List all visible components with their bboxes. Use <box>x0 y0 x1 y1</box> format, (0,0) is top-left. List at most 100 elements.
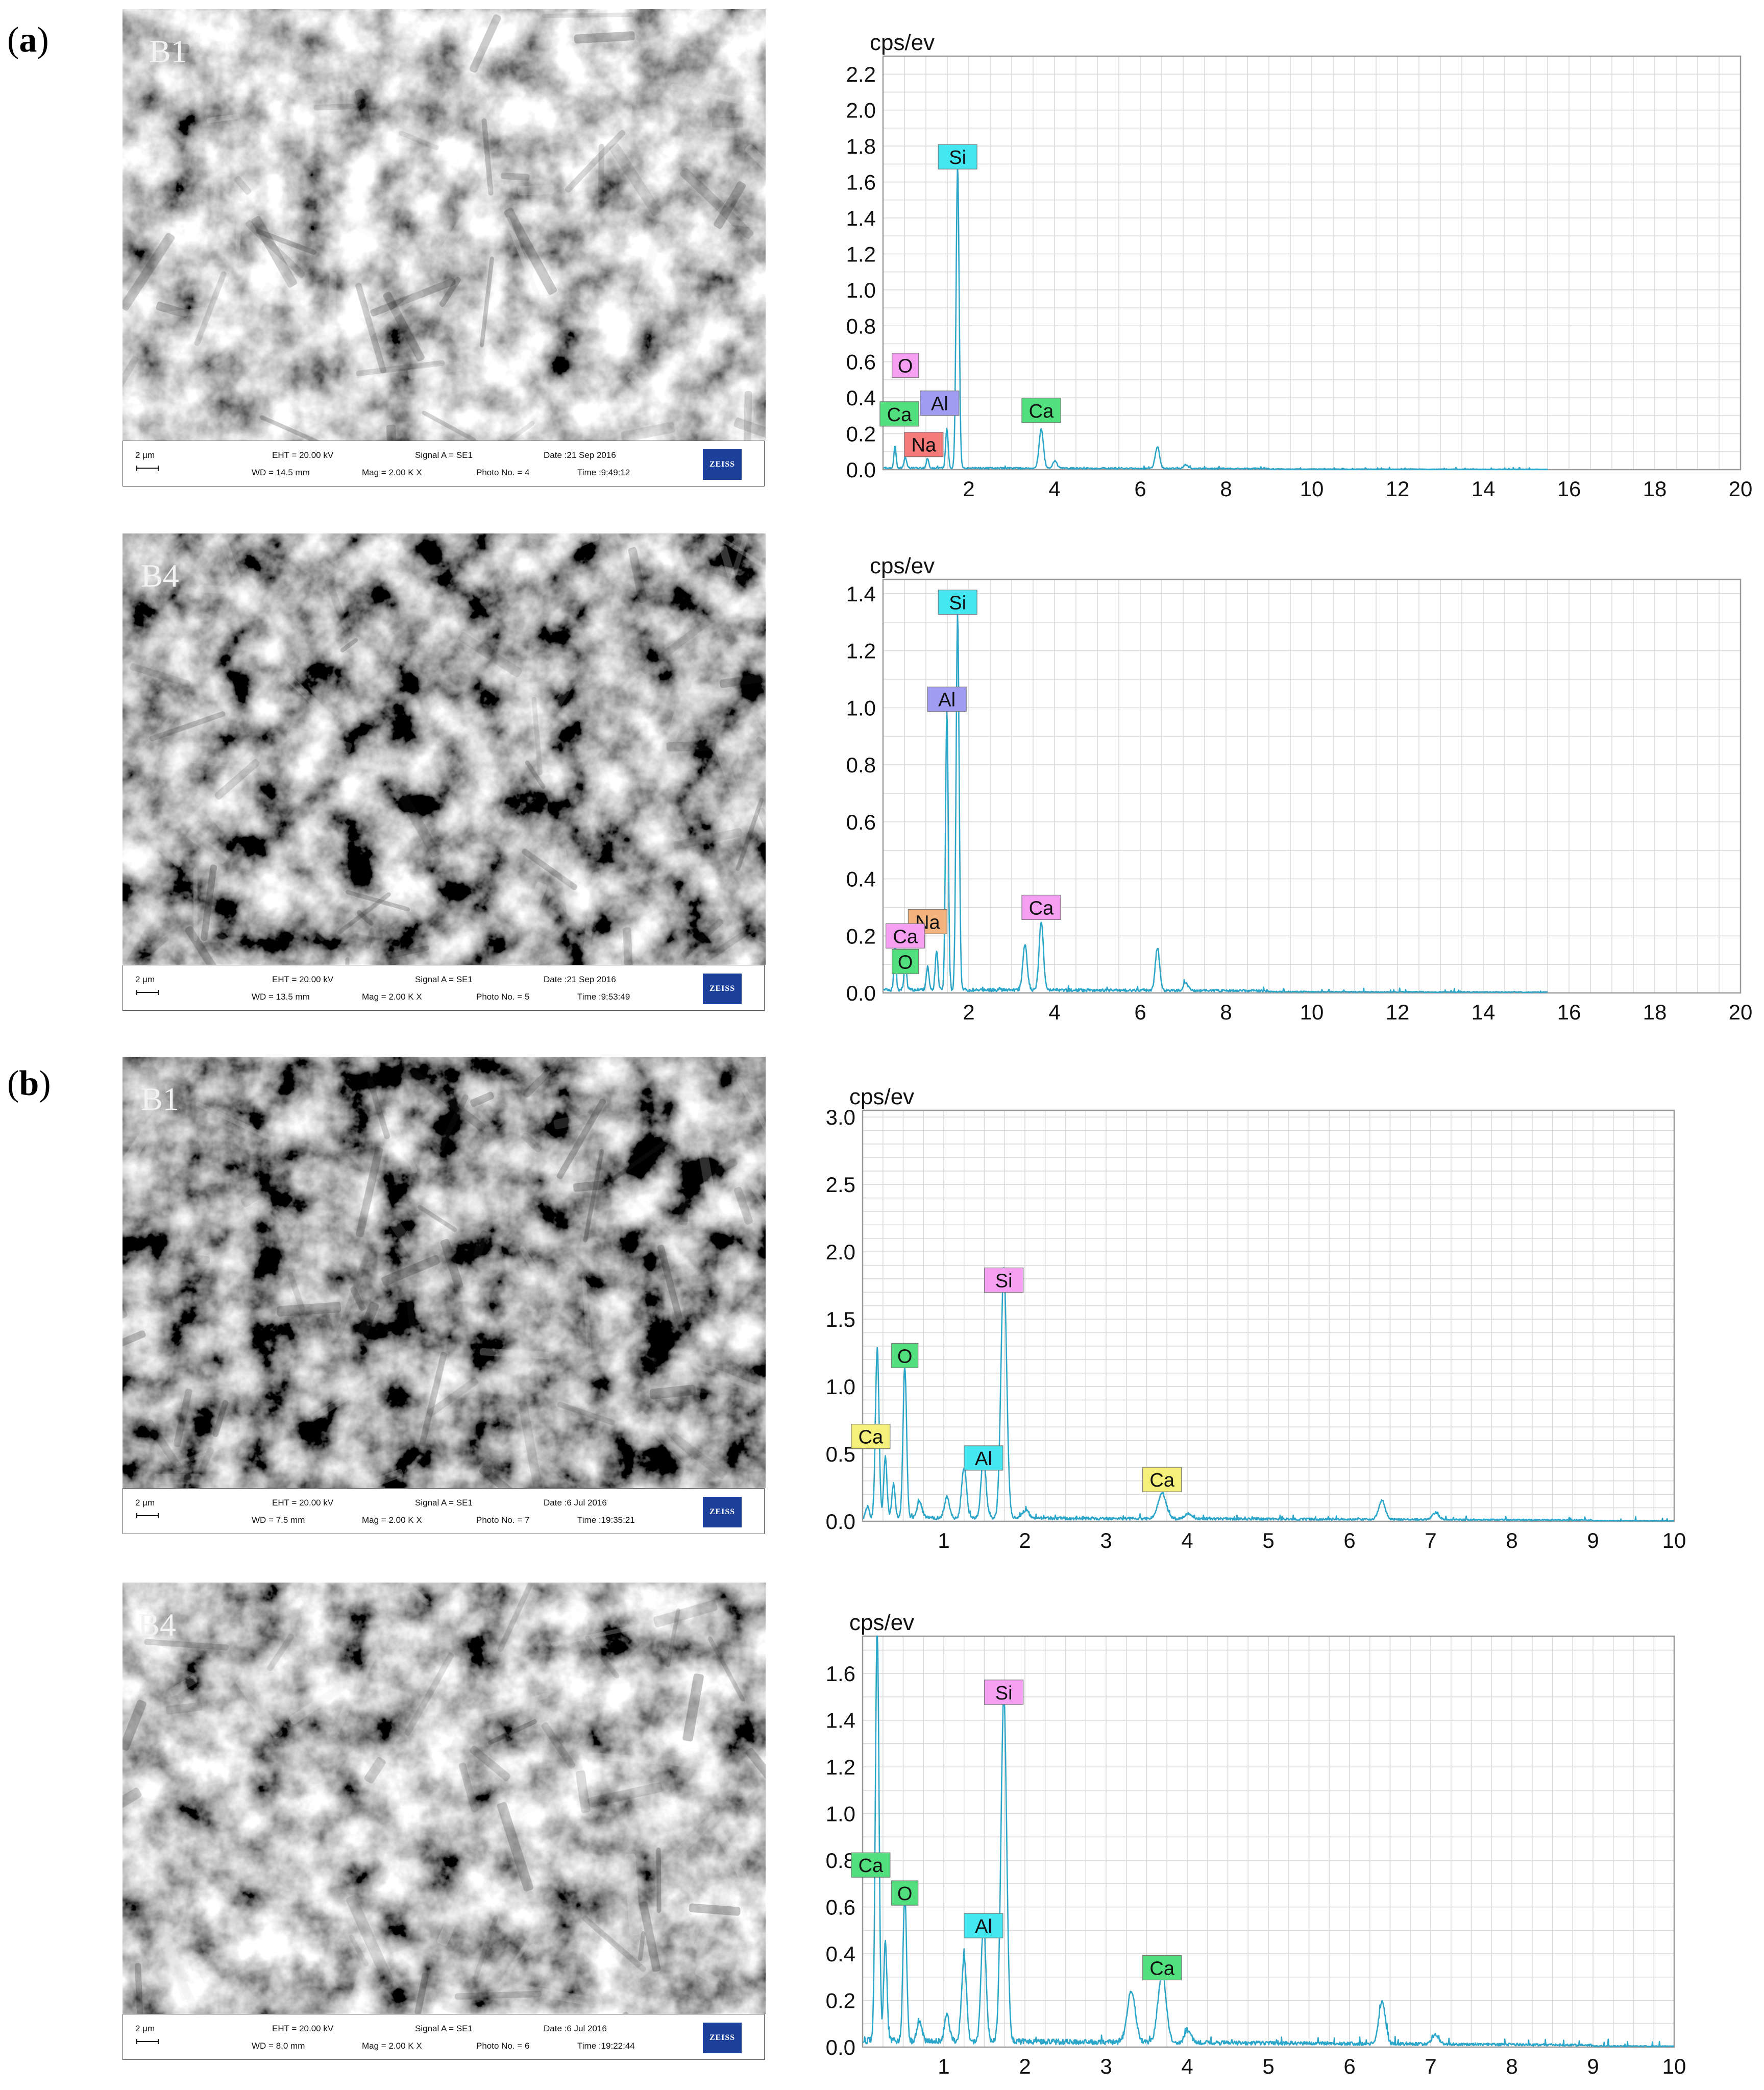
x-tick-label: 20 <box>1729 477 1753 501</box>
peak-label-box <box>1021 398 1061 423</box>
y-tick-label: 1.0 <box>826 1375 855 1399</box>
peak-label-si: Si <box>938 144 977 169</box>
x-tick-label: 16 <box>1557 477 1581 501</box>
x-tick-label: 10 <box>1300 477 1324 501</box>
y-tick-label: 0.6 <box>826 1895 855 1919</box>
time-text: Time :9:49:12 <box>577 468 630 477</box>
peak-label-ca: Ca <box>1142 1955 1182 1981</box>
grid <box>883 579 1741 993</box>
peak-label-box <box>892 949 919 975</box>
peak-label-box <box>984 1267 1024 1293</box>
x-tick-label: 7 <box>1425 2054 1436 2078</box>
eht-text: EHT = 20.00 kV <box>272 2024 334 2033</box>
plot-frame <box>882 578 1742 994</box>
mag-text: Mag = 2.00 K X <box>362 468 422 477</box>
peak-label-o: O <box>891 1343 919 1368</box>
peak-label-ca: Ca <box>1021 894 1061 920</box>
scale-text: 2 µm <box>135 2024 155 2033</box>
x-tick-label: 1 <box>938 1528 949 1552</box>
y-tick-label: 0.5 <box>826 1442 855 1466</box>
y-tick-label: 0.2 <box>846 924 876 948</box>
x-tick-label: 5 <box>1262 1528 1274 1552</box>
mag-text: Mag = 2.00 K X <box>362 992 422 1002</box>
peak-label-text: Al <box>931 394 948 415</box>
x-tick-label: 8 <box>1220 477 1232 501</box>
peak-label-text: Ca <box>1029 401 1054 422</box>
peak-label-ca: Ca <box>886 923 925 949</box>
scale-text: 2 µm <box>135 450 155 460</box>
peak-label-text: O <box>898 356 913 377</box>
x-tick-label: 1 <box>938 2054 949 2078</box>
photo-text: Photo No. = 5 <box>476 992 530 1002</box>
peak-label-box <box>964 1913 1003 1938</box>
spectrum-line <box>862 1267 1675 1522</box>
eht-text: EHT = 20.00 kV <box>272 1498 334 1508</box>
spectrum-line <box>883 613 1548 993</box>
peak-label-text: Ca <box>887 404 912 426</box>
peak-label-text: Al <box>975 1448 992 1470</box>
x-tick-label: 4 <box>1048 1000 1060 1024</box>
wd-text: WD = 8.0 mm <box>252 2041 305 2051</box>
sem-photo <box>122 1583 766 2014</box>
plot-frame <box>862 1635 1675 2048</box>
x-tick-label: 12 <box>1386 1000 1410 1024</box>
y-tick-label: 0.2 <box>846 422 876 446</box>
photo-text: Photo No. = 6 <box>476 2041 530 2051</box>
zeiss-logo: ZEISS <box>703 449 742 480</box>
sem-micrograph-b-b4: B4 2 µm EHT = 20.00 kV WD = 8.0 mm Signa… <box>122 1583 766 2063</box>
sem-photo <box>122 9 766 441</box>
x-tick-label: 3 <box>1100 2054 1112 2078</box>
x-tick-label: 10 <box>1300 1000 1324 1024</box>
y-tick-label: 0.4 <box>846 867 876 891</box>
sem-data-bar: 2 µm EHT = 20.00 kV WD = 14.5 mm Signal … <box>122 441 765 487</box>
x-tick-label: 6 <box>1134 1000 1146 1024</box>
x-tick-label: 4 <box>1181 2054 1193 2078</box>
zeiss-logo: ZEISS <box>703 974 742 1004</box>
y-tick-label: 0.6 <box>846 350 876 374</box>
peak-label-na: Na <box>904 432 944 457</box>
y-tick-label: 1.5 <box>826 1307 855 1331</box>
sem-photo <box>122 533 766 965</box>
peak-label-box <box>938 144 977 169</box>
peak-label-ca: Ca <box>1021 398 1061 423</box>
x-tick-label: 5 <box>1262 2054 1274 2078</box>
mag-text: Mag = 2.00 K X <box>362 2041 422 2051</box>
x-tick-label: 4 <box>1048 477 1060 501</box>
scale-bar <box>136 990 159 995</box>
scale-bar <box>136 466 159 471</box>
peak-label-text: Ca <box>893 926 918 947</box>
x-tick-label: 6 <box>1343 1528 1355 1552</box>
wd-text: WD = 14.5 mm <box>252 468 310 477</box>
y-tick-label: 1.0 <box>826 1802 855 1826</box>
x-tick-label: 8 <box>1220 1000 1232 1024</box>
peak-label-text: Si <box>949 593 966 614</box>
scale-bar <box>136 2039 159 2044</box>
photo-text: Photo No. = 4 <box>476 468 530 477</box>
peak-label-al: Al <box>964 1445 1003 1471</box>
part-label-b: (b) <box>7 1064 51 1103</box>
time-text: Time :19:22:44 <box>577 2041 635 2051</box>
peak-label-text: Al <box>938 690 955 711</box>
peak-label-text: Al <box>975 1916 992 1937</box>
y-tick-label: 0.4 <box>846 386 876 410</box>
x-tick-label: 18 <box>1643 477 1667 501</box>
plot-frame <box>862 1109 1675 1522</box>
x-tick-label: 9 <box>1587 2054 1599 2078</box>
x-tick-label: 7 <box>1425 1528 1436 1552</box>
spectrum-line <box>883 165 1548 470</box>
zeiss-logo: ZEISS <box>703 2023 742 2053</box>
y-tick-label: 0.8 <box>846 314 876 338</box>
y-tick-label: 1.4 <box>846 582 876 606</box>
peak-label-box <box>964 1445 1003 1471</box>
x-tick-label: 12 <box>1386 477 1410 501</box>
part-letter-b: b <box>19 1064 39 1103</box>
y-tick-label: 1.2 <box>826 1755 855 1779</box>
x-tick-label: 16 <box>1557 1000 1581 1024</box>
y-tick-label: 2.0 <box>826 1240 855 1264</box>
peak-label-box <box>891 1343 919 1368</box>
scale-text: 2 µm <box>135 975 155 984</box>
peak-label-text: O <box>897 1346 913 1367</box>
peak-label-o: O <box>892 353 919 378</box>
y-tick-label: 0.0 <box>826 2035 855 2059</box>
sem-micrograph-b-b1: B1 2 µm EHT = 20.00 kV WD = 7.5 mm Signa… <box>122 1057 766 1538</box>
